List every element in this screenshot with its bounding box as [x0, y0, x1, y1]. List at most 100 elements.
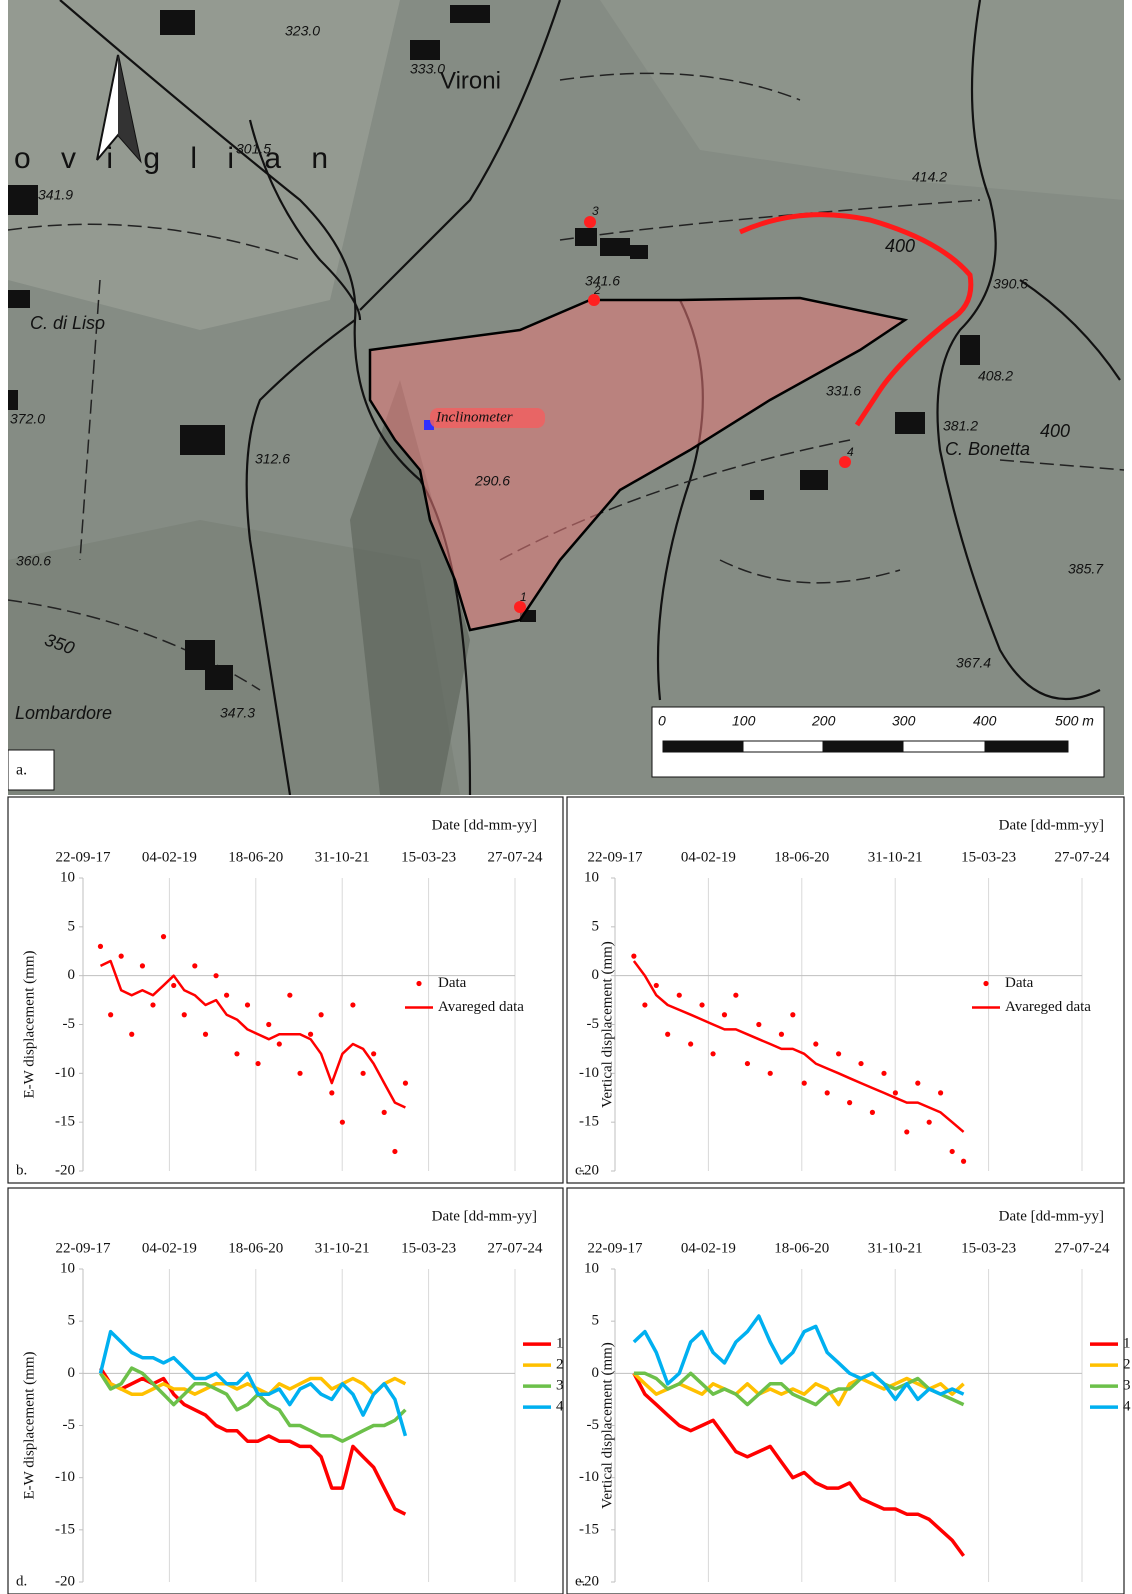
- data-point: [392, 1149, 397, 1154]
- place-name: Vironi: [440, 67, 501, 94]
- data-point: [631, 954, 636, 959]
- data-point: [961, 1159, 966, 1164]
- y-tick-label: -15: [579, 1114, 599, 1130]
- panel-label-box: [8, 750, 54, 790]
- y-axis-title: E-W displacement (mm): [21, 950, 37, 1098]
- legend-label: 3: [1123, 1378, 1131, 1394]
- scale-bar: [663, 741, 1068, 752]
- data-point: [161, 934, 166, 939]
- data-point: [213, 973, 218, 978]
- x-axis-title: Date [dd-mm-yy]: [999, 1208, 1104, 1224]
- y-axis-title: E-W displacement (mm): [21, 1351, 37, 1499]
- y-tick-label: 0: [68, 1365, 76, 1381]
- data-point: [287, 993, 292, 998]
- x-axis-title: Date [dd-mm-yy]: [999, 817, 1104, 833]
- map-label: 390.6: [993, 276, 1028, 292]
- data-point: [140, 963, 145, 968]
- data-point: [904, 1129, 909, 1134]
- scale-label: 400: [973, 713, 997, 729]
- map-label: 385.7: [1068, 561, 1104, 577]
- legend-swatch: [416, 981, 421, 986]
- scale-label: 300: [892, 713, 916, 729]
- panel-label: c.: [575, 1162, 585, 1178]
- y-tick-label: -15: [55, 1521, 75, 1537]
- inclinometer-label: Inclinometer: [435, 409, 513, 425]
- chart-panel: 22-09-1704-02-1918-06-2031-10-2115-03-23…: [8, 797, 563, 1183]
- data-point: [150, 1002, 155, 1007]
- map-label: 341.6: [585, 273, 620, 289]
- legend-label: Data: [1005, 975, 1034, 991]
- place-name: o v i g l i a n: [14, 142, 339, 175]
- y-tick-label: 10: [584, 869, 599, 885]
- point-label: 2: [593, 283, 601, 297]
- data-point: [642, 1002, 647, 1007]
- map-label: 341.9: [38, 187, 73, 203]
- map-label: 347.3: [220, 705, 255, 721]
- data-point: [733, 993, 738, 998]
- data-point: [403, 1081, 408, 1086]
- data-point: [98, 944, 103, 949]
- data-point: [915, 1081, 920, 1086]
- data-point: [768, 1071, 773, 1076]
- data-point: [847, 1100, 852, 1105]
- x-tick-label: 15-03-23: [961, 1240, 1016, 1256]
- x-tick-label: 22-09-17: [56, 1240, 111, 1256]
- data-point: [756, 1022, 761, 1027]
- y-tick-label: 0: [592, 967, 600, 983]
- y-tick-label: -10: [579, 1469, 599, 1485]
- x-tick-label: 18-06-20: [228, 1240, 283, 1256]
- map-label: 414.2: [912, 169, 947, 185]
- data-point: [927, 1120, 932, 1125]
- y-tick-label: -10: [55, 1469, 75, 1485]
- x-tick-label: 31-10-21: [868, 849, 923, 865]
- y-tick-label: 10: [584, 1260, 599, 1276]
- y-tick-label: -10: [55, 1065, 75, 1081]
- point-label: 4: [847, 445, 854, 459]
- map-panel: 323.0 333.0 Vironi o v i g l i a n 341.9…: [8, 0, 1124, 795]
- data-point: [825, 1090, 830, 1095]
- x-tick-label: 31-10-21: [868, 1240, 923, 1256]
- y-tick-label: -5: [587, 1417, 600, 1433]
- x-tick-label: 27-07-24: [488, 849, 543, 865]
- map-label: 400: [885, 236, 915, 256]
- map-label: 360.6: [16, 553, 51, 569]
- x-tick-label: 15-03-23: [961, 849, 1016, 865]
- x-tick-label: 18-06-20: [774, 1240, 829, 1256]
- map-label: 331.6: [826, 383, 861, 399]
- data-point: [870, 1110, 875, 1115]
- place-name: C. di Liso: [30, 313, 105, 333]
- legend-label: 2: [1123, 1357, 1131, 1373]
- y-tick-label: -5: [587, 1016, 600, 1032]
- data-point: [361, 1071, 366, 1076]
- y-tick-label: 5: [592, 1313, 600, 1329]
- data-point: [192, 963, 197, 968]
- data-point: [665, 1032, 670, 1037]
- data-point: [893, 1090, 898, 1095]
- data-point: [171, 983, 176, 988]
- x-axis-title: Date [dd-mm-yy]: [432, 817, 537, 833]
- data-point: [699, 1002, 704, 1007]
- data-point: [790, 1012, 795, 1017]
- x-tick-label: 04-02-19: [142, 1240, 197, 1256]
- x-tick-label: 22-09-17: [56, 849, 111, 865]
- y-axis-title: Vertical displacement (mm): [599, 1342, 615, 1509]
- x-tick-label: 04-02-19: [681, 1240, 736, 1256]
- panel-label: e.: [575, 1573, 585, 1589]
- y-tick-label: 5: [68, 918, 76, 934]
- panel-label: d.: [16, 1573, 27, 1589]
- legend-label: Avareged data: [438, 999, 524, 1015]
- x-tick-label: 18-06-20: [774, 849, 829, 865]
- map-label: 381.2: [943, 418, 978, 434]
- data-point: [836, 1051, 841, 1056]
- place-name: C. Bonetta: [945, 439, 1030, 459]
- data-point: [340, 1120, 345, 1125]
- data-point: [688, 1041, 693, 1046]
- data-point: [802, 1081, 807, 1086]
- x-tick-label: 27-07-24: [1055, 1240, 1110, 1256]
- panel-label: b.: [16, 1162, 27, 1178]
- data-point: [722, 1012, 727, 1017]
- data-point: [297, 1071, 302, 1076]
- data-point: [119, 954, 124, 959]
- y-tick-label: -5: [63, 1417, 76, 1433]
